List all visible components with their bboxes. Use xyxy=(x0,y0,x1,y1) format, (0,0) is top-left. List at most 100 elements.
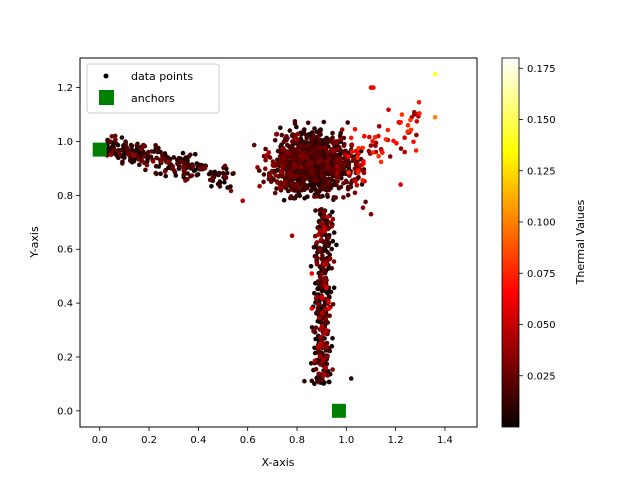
data-point xyxy=(119,135,125,140)
legend-box xyxy=(86,63,220,114)
data-point xyxy=(220,170,226,176)
data-point xyxy=(224,170,230,176)
colorbar-tick-label: 0.075 xyxy=(527,269,556,280)
data-point xyxy=(324,243,330,248)
data-point xyxy=(141,142,146,148)
data-point xyxy=(309,168,314,173)
data-point xyxy=(315,306,321,312)
data-point xyxy=(295,185,300,191)
data-point xyxy=(275,157,280,163)
data-point xyxy=(292,156,298,161)
data-point xyxy=(352,190,358,196)
data-point xyxy=(320,138,325,144)
data-point xyxy=(328,170,334,176)
data-point xyxy=(380,150,385,156)
colorbar-tick-label: 0.100 xyxy=(527,218,556,229)
data-point xyxy=(408,117,413,123)
data-point xyxy=(230,171,235,176)
data-point xyxy=(376,153,381,159)
data-point xyxy=(112,133,118,139)
data-point xyxy=(272,138,278,143)
data-point xyxy=(412,110,417,115)
data-point xyxy=(139,146,145,152)
data-point xyxy=(361,170,367,176)
colorbar-tick-label: 0.050 xyxy=(527,320,556,331)
data-point xyxy=(322,145,328,150)
data-point xyxy=(326,187,332,193)
data-point xyxy=(150,159,156,164)
data-point xyxy=(286,143,291,149)
data-point xyxy=(326,298,331,304)
data-point xyxy=(317,248,322,254)
colorbar-label: Thermal Values xyxy=(574,199,587,285)
data-point xyxy=(345,192,351,198)
data-point xyxy=(355,150,361,156)
data-point xyxy=(160,155,166,161)
data-point xyxy=(359,182,365,187)
legend-label-data-points: data points xyxy=(131,70,193,83)
data-point xyxy=(334,170,340,176)
data-point xyxy=(327,252,333,257)
data-point xyxy=(295,131,300,137)
data-point xyxy=(338,184,344,190)
data-point xyxy=(108,152,114,157)
colorbar-tick-label: 0.175 xyxy=(527,64,556,75)
data-point xyxy=(328,137,334,142)
data-point xyxy=(361,167,367,172)
data-point xyxy=(294,141,300,146)
data-point xyxy=(281,155,287,161)
data-point xyxy=(325,354,330,359)
colorbar-gradient xyxy=(501,57,520,428)
data-point xyxy=(360,178,365,183)
data-point xyxy=(180,150,186,156)
y-tick-label: 0.4 xyxy=(57,299,73,310)
data-point xyxy=(327,379,332,385)
data-point xyxy=(240,198,245,204)
data-point xyxy=(432,71,438,77)
data-point xyxy=(318,187,323,193)
data-point xyxy=(173,173,179,178)
data-point xyxy=(325,179,331,185)
data-point xyxy=(414,132,419,138)
data-point xyxy=(355,155,360,160)
data-point xyxy=(297,143,303,149)
data-point xyxy=(330,238,336,244)
data-point xyxy=(371,85,376,90)
data-point xyxy=(191,168,197,174)
data-point xyxy=(122,155,127,160)
data-point xyxy=(330,302,336,307)
data-point xyxy=(194,172,200,178)
data-point xyxy=(301,168,307,174)
data-point xyxy=(321,214,327,220)
data-point xyxy=(325,214,330,220)
data-point xyxy=(321,262,327,267)
data-point xyxy=(366,148,372,154)
data-point xyxy=(269,169,275,174)
data-point xyxy=(279,181,285,187)
data-point xyxy=(329,266,335,271)
data-point xyxy=(330,209,335,215)
data-point xyxy=(278,125,283,131)
data-point xyxy=(325,160,330,166)
data-point xyxy=(330,367,335,372)
legend: data points anchors xyxy=(86,63,220,114)
data-point xyxy=(286,175,292,181)
data-point xyxy=(321,331,327,337)
data-point xyxy=(295,178,301,183)
data-point xyxy=(416,100,422,105)
data-point xyxy=(327,313,332,319)
data-point xyxy=(279,169,285,174)
data-point xyxy=(295,181,300,186)
data-point xyxy=(148,154,154,160)
data-point xyxy=(319,221,324,226)
data-point xyxy=(113,137,118,142)
data-point xyxy=(305,194,310,199)
data-point xyxy=(288,194,294,199)
data-point xyxy=(317,228,323,233)
data-point xyxy=(341,143,347,148)
data-point xyxy=(334,182,339,188)
data-point xyxy=(287,128,293,133)
data-point xyxy=(268,173,273,178)
colorbar-tick-label: 0.025 xyxy=(527,371,556,382)
data-point xyxy=(349,149,355,154)
